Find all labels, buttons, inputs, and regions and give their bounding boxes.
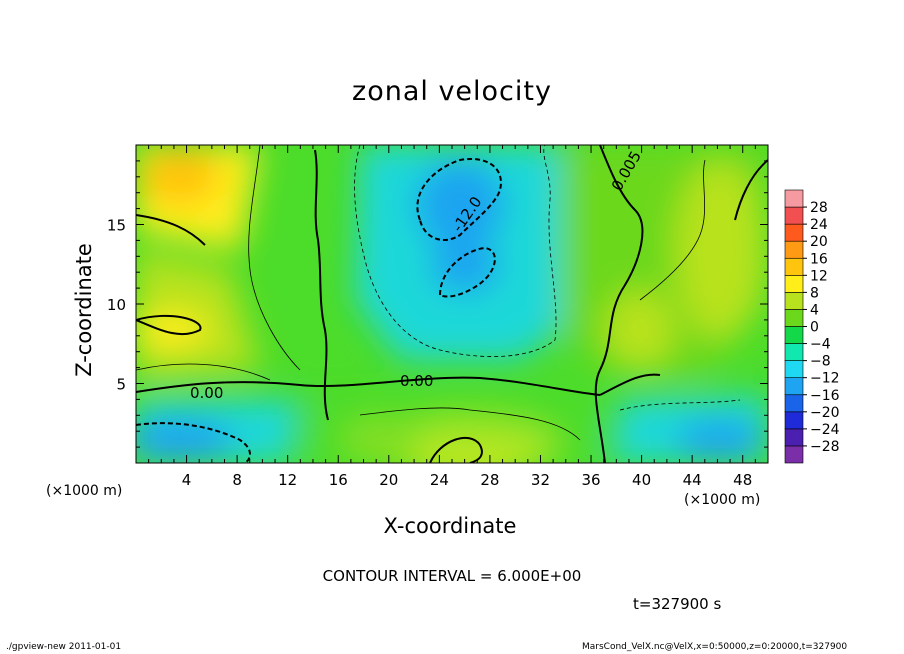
colorbar-label: 8 [810, 285, 819, 301]
colorbar-swatch [784, 240, 804, 259]
colorbar-swatch [784, 377, 804, 396]
x-tick-label: 8 [232, 471, 242, 489]
y-axis: 5 10 15 [107, 160, 768, 448]
colorbar-swatch [784, 189, 804, 208]
x-tick-label: 4 [182, 471, 192, 489]
x-tick-label: 24 [430, 471, 449, 489]
x-tick-label: 12 [278, 471, 297, 489]
colorbar-label: 12 [810, 268, 828, 284]
colorbar-swatch [784, 445, 804, 464]
colorbar-swatch [784, 411, 804, 430]
y-axis-label: Z-coordinate [72, 243, 96, 377]
footer-right: MarsCond_VelX.nc@VelX,x=0:50000,z=0:2000… [582, 642, 848, 652]
contour-interval-label: CONTOUR INTERVAL = 6.000E+00 [322, 567, 582, 585]
colorbar-swatch [784, 360, 804, 378]
colorbar-swatch [784, 343, 804, 361]
colorbar-label: −20 [810, 405, 840, 421]
chart-title: zonal velocity [352, 76, 552, 107]
contour-label: 0.00 [190, 384, 223, 402]
colorbar-swatch [784, 292, 804, 310]
colorbar-swatch [784, 275, 804, 293]
colorbar-label: −28 [810, 439, 840, 455]
x-tick-label: 32 [531, 471, 550, 489]
x-tick-label: 28 [480, 471, 499, 489]
colorbar-label: −4 [810, 337, 831, 353]
x-axis-label: X-coordinate [383, 514, 517, 538]
colorbar-swatch [784, 223, 804, 242]
colorbar-label: 0 [810, 320, 819, 336]
colorbar-label: 16 [810, 251, 828, 267]
x-tick-label: 20 [379, 471, 398, 489]
x-tick-label: 48 [733, 471, 752, 489]
footer-left: ./gpview-new 2011-01-01 [6, 642, 122, 652]
x-axis: 4 8 12 16 20 24 28 32 36 40 44 48 [148, 145, 756, 489]
heatmap-field: 0.00 0.00 -12.0 0.005 [136, 145, 768, 463]
y-tick-label: 10 [107, 296, 126, 314]
colorbar-label: 28 [810, 200, 828, 216]
time-label: t=327900 s [633, 595, 722, 613]
x-tick-label: 36 [581, 471, 600, 489]
colorbar-label: 4 [810, 302, 819, 318]
contour-label: 0.00 [400, 372, 433, 390]
y-tick-label: 15 [107, 217, 126, 235]
colorbar-label: −16 [810, 388, 840, 404]
colorbar-label: −24 [810, 422, 840, 438]
colorbar-label: −8 [810, 354, 831, 370]
colorbar-label: 20 [810, 234, 828, 250]
colorbar-swatch [784, 394, 804, 413]
colorbar-label: 24 [810, 217, 828, 233]
x-tick-label: 16 [329, 471, 348, 489]
y-axis-unit: (×1000 m) [46, 483, 123, 499]
colorbar-swatch [784, 326, 804, 344]
colorbar-swatch [784, 428, 804, 447]
y-tick-label: 5 [116, 376, 126, 394]
colorbar-swatch [784, 309, 804, 327]
x-tick-label: 44 [683, 471, 702, 489]
colorbar-swatch [784, 257, 804, 276]
colorbar-swatch [784, 206, 804, 225]
colorbar-label: −12 [810, 371, 840, 387]
x-tick-label: 40 [632, 471, 651, 489]
x-axis-unit: (×1000 m) [684, 492, 761, 508]
